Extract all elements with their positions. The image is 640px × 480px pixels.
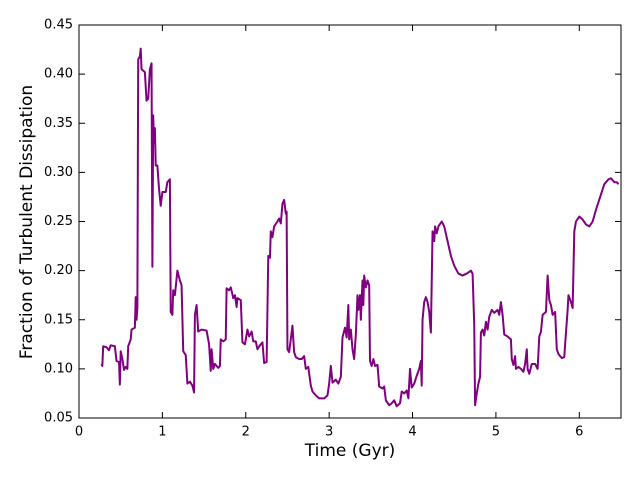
x-tick-label: 2 (242, 425, 250, 440)
x-tick-label: 3 (325, 425, 333, 440)
y-tick-label: 0.45 (44, 18, 73, 33)
x-tick-label: 4 (408, 425, 416, 440)
x-tick-label: 1 (158, 425, 166, 440)
x-axis-label: Time (Gyr) (304, 441, 396, 461)
y-tick-label: 0.20 (44, 263, 73, 278)
y-tick-label: 0.30 (44, 165, 73, 180)
x-tick-label: 0 (75, 425, 83, 440)
plot-frame (78, 24, 622, 419)
y-tick-label: 0.10 (44, 361, 73, 376)
y-tick-label: 0.15 (44, 312, 73, 327)
y-tick-label: 0.40 (44, 67, 73, 82)
x-tick-label: 5 (492, 425, 500, 440)
y-tick-label: 0.35 (44, 116, 73, 131)
x-tick-label: 6 (575, 425, 583, 440)
y-tick-label: 0.05 (44, 411, 73, 426)
y-tick-label: 0.25 (44, 214, 73, 229)
data-line (100, 47, 620, 408)
y-axis-label: Fraction of Turbulent Dissipation (17, 85, 37, 359)
